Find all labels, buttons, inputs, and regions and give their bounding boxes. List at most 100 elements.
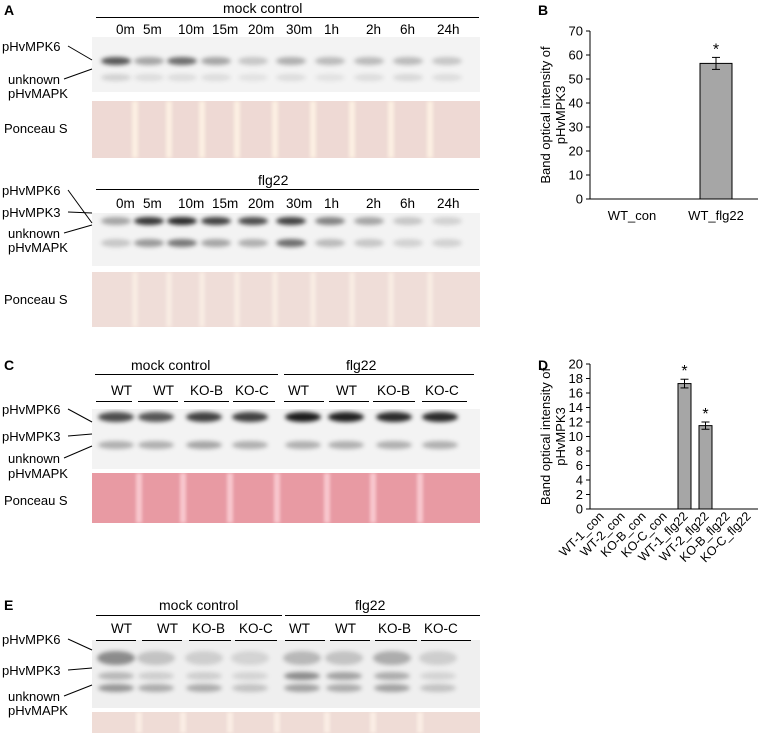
lane-underline	[138, 401, 178, 402]
lane-label: 24h	[437, 196, 460, 211]
blot-band	[285, 441, 321, 449]
blot-band	[393, 73, 423, 81]
flg22-title: flg22	[258, 172, 289, 188]
blot-band	[276, 73, 306, 81]
blot-band	[98, 412, 134, 422]
lane-underline	[422, 401, 467, 402]
group-underline	[95, 374, 278, 375]
row-label-unknown: unknown	[8, 72, 61, 87]
ponceau-lane-gap	[274, 473, 280, 523]
group-label-mock: mock control	[131, 357, 211, 373]
blot-band	[186, 672, 222, 680]
lane-underline	[184, 401, 229, 402]
group-label-mock: mock control	[159, 597, 239, 613]
row-label-pHvMPK3: pHvMPK3	[2, 205, 61, 220]
blot-band	[328, 412, 364, 422]
lane-label: 5m	[143, 196, 162, 211]
blot-band	[201, 57, 231, 65]
ponceau-lane-gap	[199, 272, 205, 327]
ponceau-lane-gap	[272, 272, 278, 327]
ponceau-lane-gap	[180, 473, 186, 523]
blot-band	[185, 651, 223, 665]
blot-band	[98, 441, 134, 449]
y-tick-label: 10	[569, 168, 583, 183]
blot-band	[134, 239, 164, 247]
panel-label-e: E	[4, 597, 14, 613]
y-axis-label: pHvMPK3	[553, 86, 568, 145]
blot-band	[134, 73, 164, 81]
blot-band	[167, 239, 197, 247]
ponceau-lane-gap	[324, 712, 330, 733]
lane-label: WT	[335, 621, 356, 636]
blot-band	[354, 239, 384, 247]
blot-band	[420, 672, 456, 680]
lane-label: 20m	[248, 22, 275, 37]
lane-label: 24h	[437, 22, 460, 37]
lane-label: 10m	[178, 22, 205, 37]
lane-underline	[96, 401, 132, 402]
group-label-flg22: flg22	[346, 357, 377, 373]
ponceau-stain-c	[92, 473, 480, 523]
western-blot-flg22	[92, 213, 480, 266]
blot-band	[238, 73, 268, 81]
ponceau-lane-gap	[227, 473, 233, 523]
blot-band	[238, 239, 268, 247]
blot-band	[167, 73, 197, 81]
lane-label: 10m	[178, 196, 205, 211]
blot-band	[315, 57, 345, 65]
lane-label: KO-B	[190, 383, 224, 398]
group-underline	[96, 189, 479, 190]
blot-band	[138, 684, 174, 692]
row-label-pHvMAPK: pHvMAPK	[8, 466, 68, 481]
blot-band	[238, 57, 268, 65]
blot-band	[101, 217, 131, 225]
western-blot-mock	[92, 37, 480, 92]
ponceau-lane-gap	[199, 101, 205, 158]
y-tick-label: 0	[576, 192, 583, 207]
lane-underline	[375, 640, 417, 641]
blot-band	[325, 651, 363, 665]
group-underline	[96, 615, 282, 616]
lane-underline	[285, 640, 325, 641]
y-tick-label: 14	[569, 400, 583, 415]
blot-band	[315, 217, 345, 225]
y-tick-label: 18	[569, 371, 583, 386]
blot-band	[432, 57, 462, 65]
blot-band	[284, 672, 320, 680]
y-axis-label: pHvMPK3	[553, 407, 568, 466]
lane-underline	[329, 401, 369, 402]
blot-band	[276, 217, 306, 225]
ponceau-lane-gap	[234, 272, 240, 327]
lane-label: 1h	[324, 196, 340, 211]
lane-label: 30m	[286, 196, 313, 211]
lane-label: KO-B	[192, 621, 226, 636]
y-tick-label: 6	[576, 458, 583, 473]
ponceau-lane-gap	[136, 473, 142, 523]
lane-label: WT	[289, 621, 310, 636]
group-underline	[284, 374, 474, 375]
row-label-pHvMPK6: pHvMPK6	[2, 39, 61, 54]
lane-underline	[233, 401, 275, 402]
lane-underline	[284, 401, 324, 402]
lane-label: WT	[288, 383, 309, 398]
blot-band	[326, 684, 362, 692]
blot-band	[134, 57, 164, 65]
ponceau-lane-gap	[388, 101, 394, 158]
row-label-pHvMAPK: pHvMAPK	[8, 86, 68, 101]
bar	[677, 383, 692, 510]
y-tick-label: 12	[569, 415, 583, 430]
bar	[698, 425, 713, 510]
blot-band	[138, 672, 174, 680]
y-tick-label: 16	[569, 386, 583, 401]
blot-band	[276, 239, 306, 247]
lane-label: WT	[153, 383, 174, 398]
lane-label: KO-C	[425, 383, 459, 398]
ponceau-lane-gap	[427, 101, 433, 158]
panel-label-b: B	[538, 2, 549, 18]
mock-control-title: mock control	[223, 0, 303, 16]
lane-label: 15m	[212, 196, 239, 211]
group-label-flg22: flg22	[355, 597, 386, 613]
blot-band	[393, 217, 423, 225]
blot-band	[315, 73, 345, 81]
row-label-pHvMAPK: pHvMAPK	[8, 240, 68, 255]
